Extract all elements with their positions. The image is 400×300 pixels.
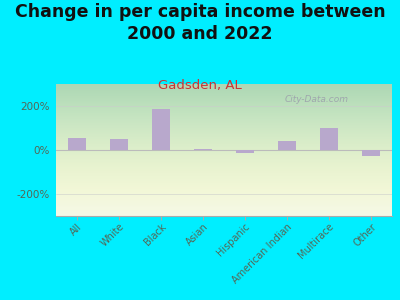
Text: Change in per capita income between
2000 and 2022: Change in per capita income between 2000… (15, 3, 385, 43)
Bar (278, 140, 296, 150)
Bar (320, 128, 338, 150)
Bar (194, 149, 212, 150)
Text: City-Data.com: City-Data.com (284, 95, 348, 104)
Bar (236, 150, 254, 153)
Bar (110, 140, 128, 150)
Bar (68, 138, 86, 150)
Bar (362, 150, 380, 156)
Text: Gadsden, AL: Gadsden, AL (158, 80, 242, 92)
Bar (152, 109, 170, 150)
